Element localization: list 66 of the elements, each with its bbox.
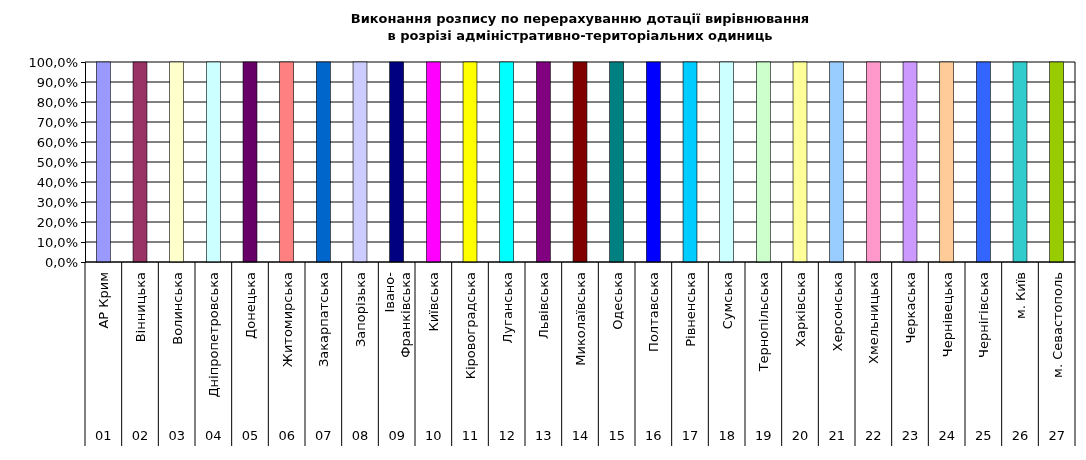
text: 01 — [95, 428, 112, 443]
y-tick-label: 0,0% — [44, 254, 78, 270]
text: 12 — [498, 428, 515, 443]
x-tick-label: Житомирська — [279, 272, 295, 368]
text: 08 — [351, 428, 369, 443]
x-tick-label: Чернігівська — [976, 272, 992, 359]
x-tick-label: Херсонська — [829, 272, 845, 352]
text: 24 — [938, 428, 955, 443]
text: 13 — [535, 428, 552, 443]
x-tick-label: Луганська — [499, 272, 515, 344]
x-tick-label: Дніпропетровська — [206, 272, 222, 398]
text: 17 — [681, 428, 699, 443]
x-tick-label: Хмельницька — [866, 272, 882, 364]
x-tick-label: Одеська — [609, 272, 625, 330]
text: 11 — [461, 428, 479, 443]
x-tick-label: АР Крим — [96, 272, 112, 329]
x-tick-label: Чернівецька — [939, 272, 955, 358]
x-tick-label: м. Київ — [1013, 272, 1028, 320]
y-tick-label: 80,0% — [36, 94, 78, 110]
chart-title: Виконання розпису по перерахуванню дотації вирівнювання в розрізі адміністративно-територіальних одиниць — [350, 11, 810, 43]
x-tick-label: Київська — [426, 272, 442, 332]
text: 09 — [388, 428, 405, 443]
text: 14 — [571, 428, 589, 443]
y-tick-label: 90,0% — [36, 74, 78, 90]
x-tick-label: Тернопільська — [756, 272, 772, 373]
x-tick-label: Волинська — [169, 272, 185, 345]
text: 18 — [718, 428, 735, 443]
text: 19 — [755, 428, 772, 443]
text: 26 — [1011, 428, 1029, 443]
x-tick-label: Донецька — [243, 272, 258, 339]
text: 10 — [425, 428, 442, 443]
text: 04 — [205, 428, 222, 443]
y-tick-label: 30,0% — [36, 194, 78, 210]
text: 16 — [645, 428, 662, 443]
x-tick-label: Кіровоградська — [463, 272, 478, 380]
text: 07 — [315, 428, 332, 443]
x-tick-label: Івано-Франківська — [381, 271, 413, 358]
y-tick-label: 50,0% — [36, 154, 78, 170]
y-tick-label: 10,0% — [36, 234, 78, 250]
text: 21 — [828, 428, 845, 443]
y-tick-label: 60,0% — [36, 134, 78, 150]
text: 23 — [901, 428, 919, 443]
text: 03 — [168, 428, 185, 443]
text: 25 — [975, 428, 992, 443]
text: 02 — [131, 428, 149, 443]
text: 27 — [1048, 428, 1065, 443]
text: 15 — [608, 428, 625, 443]
x-tick-label: Харківська — [793, 272, 808, 347]
x-tick-label: Вінницька — [133, 272, 148, 343]
x-tick-label: Рівненська — [683, 272, 698, 347]
x-tick-label: м. Севастополь — [1049, 272, 1065, 378]
x-tick-label: Миколаївська — [573, 272, 588, 366]
text: 22 — [865, 428, 882, 443]
text: 05 — [241, 428, 259, 443]
x-tick-label: Сумська — [719, 272, 735, 330]
text: 20 — [791, 428, 809, 443]
x-tick-label: Закарпатська — [316, 272, 332, 368]
y-tick-label: 40,0% — [36, 174, 78, 190]
x-tick-label: Черкаська — [903, 272, 918, 344]
x-tick-label: Львівська — [536, 272, 552, 339]
x-tick-label: Запорізька — [353, 272, 368, 348]
x-tick-label: Полтавська — [646, 272, 662, 352]
text: 06 — [278, 428, 295, 443]
y-tick-label: 100,0% — [28, 54, 78, 70]
y-tick-label: 20,0% — [36, 214, 78, 230]
y-tick-label: 70,0% — [36, 114, 78, 130]
